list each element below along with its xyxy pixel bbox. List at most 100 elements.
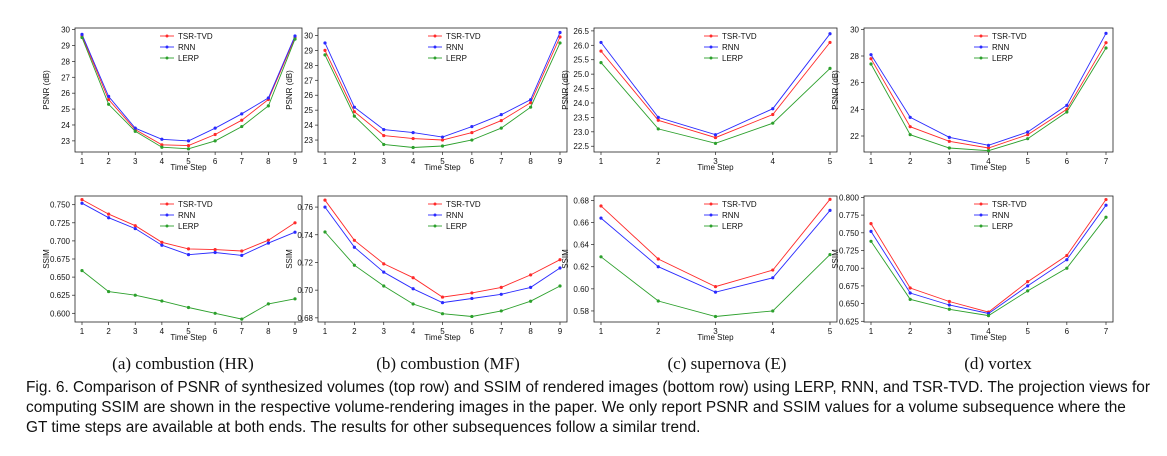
data-point-rnn [352,245,356,249]
legend-marker-tsr [979,202,983,206]
data-point-lerp [1026,289,1030,293]
data-point-tsr [558,258,562,262]
legend-label-rnn: RNN [992,211,1010,220]
y-tick-label: 0.800 [839,193,860,202]
data-point-rnn [266,96,270,100]
data-point-lerp [186,305,191,310]
legend-label-tsr: TSR-TVD [992,200,1027,209]
y-tick-label: 0.72 [297,258,313,267]
data-point-rnn [908,115,912,119]
data-point-lerp [133,293,137,297]
legend-label-lerp: LERP [446,222,467,231]
y-tick-label: 0.700 [839,264,860,273]
data-point-lerp [828,252,832,257]
subcaption-b: (b) combustion (MF) [376,354,520,373]
y-tick-label: 0.625 [50,291,71,300]
legend-label-tsr: TSR-TVD [446,200,481,209]
data-point-tsr [908,125,912,129]
y-tick-label: 0.68 [573,196,589,205]
y-tick-label: 26.5 [573,27,589,36]
legend-label-rnn: RNN [992,43,1010,52]
data-point-tsr [1104,197,1108,202]
y-tick-label: 30 [304,31,313,40]
y-tick-label: 0.58 [573,307,589,316]
x-tick-label: 7 [240,327,245,336]
x-tick-label: 5 [828,327,833,336]
series-line-rnn [324,206,561,304]
x-tick-label: 3 [713,327,718,336]
y-tick-label: 23 [61,137,70,146]
legend-marker-lerp [979,56,983,60]
data-point-lerp [947,307,951,311]
data-point-tsr [1104,41,1108,45]
data-point-lerp [160,145,164,149]
x-tick-label: 3 [133,327,138,336]
y-tick-label: 23.5 [573,113,589,122]
y-axis-label: PSNR (dB) [831,70,840,110]
data-point-rnn [499,113,503,117]
data-point-tsr [1026,133,1030,137]
data-point-rnn [1104,203,1108,207]
y-tick-label: 0.74 [297,231,313,240]
data-point-tsr [1026,280,1030,284]
x-tick-label: 5 [1025,327,1030,336]
data-point-lerp [186,147,191,151]
x-tick-label: 1 [80,327,85,336]
x-tick-label: 9 [558,157,563,166]
data-point-lerp [382,284,386,288]
y-tick-label: 0.60 [573,285,589,294]
y-axis-label: SSIM [42,249,51,269]
legend-label-rnn: RNN [446,43,464,52]
data-point-lerp [352,114,356,118]
data-point-tsr [382,133,386,138]
legend-marker-tsr [709,202,713,206]
y-tick-label: 0.750 [839,229,860,238]
y-tick-label: 0.62 [573,263,589,272]
series-line-rnn [870,204,1107,314]
x-tick-label: 4 [771,327,776,336]
x-tick-label: 1 [80,157,85,166]
legend-marker-rnn [979,213,983,217]
data-point-lerp [1065,266,1069,270]
data-point-rnn [133,126,137,130]
data-point-lerp [213,311,217,315]
x-tick-label: 3 [382,157,387,166]
data-point-tsr [240,249,244,253]
legend-marker-lerp [165,56,169,60]
x-tick-label: 4 [411,157,416,166]
data-point-tsr [947,139,951,143]
data-point-lerp [107,289,111,294]
y-tick-label: 0.725 [50,219,71,228]
legend-label-tsr: TSR-TVD [722,200,757,209]
y-tick-label: 0.600 [50,309,71,318]
data-point-rnn [440,301,445,305]
x-tick-label: 6 [470,327,475,336]
legend-marker-tsr [165,34,169,38]
x-tick-label: 5 [1025,157,1030,166]
legend-label-lerp: LERP [722,222,743,231]
x-tick-label: 9 [293,327,298,336]
data-point-tsr [240,118,244,122]
x-tick-label: 2 [656,157,661,166]
data-point-rnn [947,135,951,139]
data-point-tsr [160,143,164,147]
legend-marker-lerp [709,56,713,60]
x-tick-label: 6 [1065,157,1070,166]
legend-marker-tsr [165,202,169,206]
data-point-tsr [656,118,660,122]
data-point-tsr [828,40,832,45]
data-point-lerp [1104,46,1108,50]
data-point-rnn [1026,284,1030,288]
data-point-lerp [470,138,474,142]
legend-label-lerp: LERP [992,54,1013,63]
x-tick-label: 4 [411,327,416,336]
data-point-rnn [869,53,873,57]
y-tick-label: 28 [304,61,313,70]
y-tick-label: 24 [304,121,313,130]
legend-label-tsr: TSR-TVD [178,32,213,41]
data-point-rnn [499,292,503,296]
data-point-lerp [558,41,562,45]
legend-label-tsr: TSR-TVD [178,200,213,209]
legend-label-lerp: LERP [446,54,467,63]
data-point-tsr [266,238,270,242]
